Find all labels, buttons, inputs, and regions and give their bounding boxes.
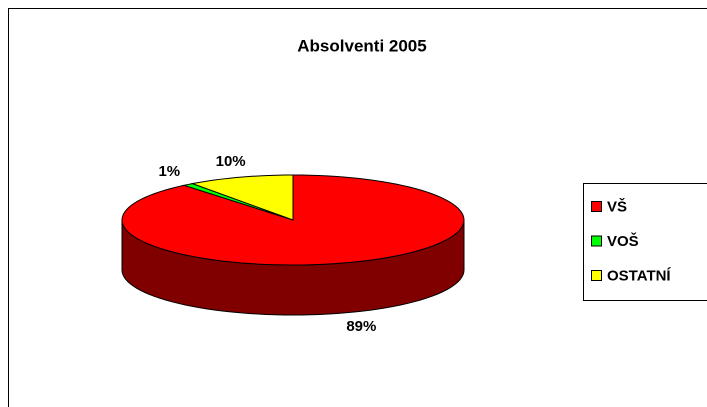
- data-label: 10%: [216, 153, 246, 170]
- legend-box: [583, 183, 707, 301]
- legend-label: VŠ: [607, 197, 627, 215]
- legend-label: VOŠ: [607, 232, 639, 250]
- data-label: 89%: [346, 318, 376, 335]
- legend-swatch: [591, 270, 602, 281]
- legend-label: OSTATNÍ: [607, 267, 671, 284]
- data-label: 1%: [158, 163, 180, 180]
- legend-swatch: [591, 201, 602, 212]
- legend-swatch: [591, 235, 602, 247]
- chart-title: Absolventi 2005: [297, 36, 426, 55]
- pie-slice: [190, 174, 294, 221]
